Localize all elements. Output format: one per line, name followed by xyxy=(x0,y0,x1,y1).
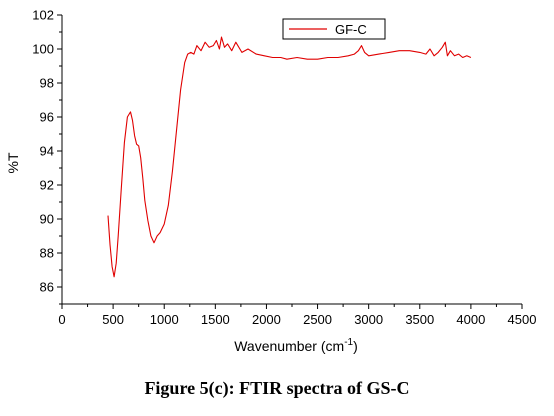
ticks: 0 500 1000 1500 2000 2500 3000 3500 4000 4500 86 88… xyxy=(32,8,536,328)
y-tick-label: 88 xyxy=(40,246,54,261)
series-line-gf-c xyxy=(107,36,472,278)
x-tick-label: 1500 xyxy=(201,312,230,327)
x-tick-label: 4500 xyxy=(508,312,537,327)
y-tick-label: 86 xyxy=(40,280,54,295)
y-tick-label: 96 xyxy=(40,110,54,125)
chart: 0 500 1000 1500 2000 2500 3000 3500 4000 4500 86 88… xyxy=(5,8,536,355)
x-tick-label: 4000 xyxy=(456,312,485,327)
x-axis-title-suffix: ) xyxy=(353,338,358,354)
y-tick-label: 90 xyxy=(40,212,54,227)
x-axis-title: Wavenumber (cm-1) xyxy=(234,337,358,354)
x-tick-label: 1000 xyxy=(150,312,179,327)
x-axis-title-sup: -1 xyxy=(344,337,353,348)
legend-box xyxy=(282,18,386,40)
x-tick-label: 0 xyxy=(58,312,65,327)
y-axis-title: %T xyxy=(5,152,21,173)
x-tick-label: 2500 xyxy=(303,312,332,327)
figure-caption: Figure 5(c): FTIR spectra of GS-C xyxy=(144,378,410,398)
x-tick-label: 2000 xyxy=(252,312,281,327)
y-tick-label: 102 xyxy=(32,8,54,23)
legend-label: GF-C xyxy=(335,22,367,37)
x-axis-title-main: Wavenumber (cm xyxy=(234,338,344,354)
x-tick-label: 3000 xyxy=(354,312,383,327)
y-tick-label: 94 xyxy=(40,144,54,159)
y-tick-label: 98 xyxy=(40,76,54,91)
y-tick-label: 100 xyxy=(32,42,54,57)
x-tick-label: 3500 xyxy=(405,312,434,327)
legend: GF-C xyxy=(282,18,386,40)
x-tick-label: 500 xyxy=(102,312,124,327)
y-tick-label: 92 xyxy=(40,178,54,193)
series-group xyxy=(107,36,472,278)
